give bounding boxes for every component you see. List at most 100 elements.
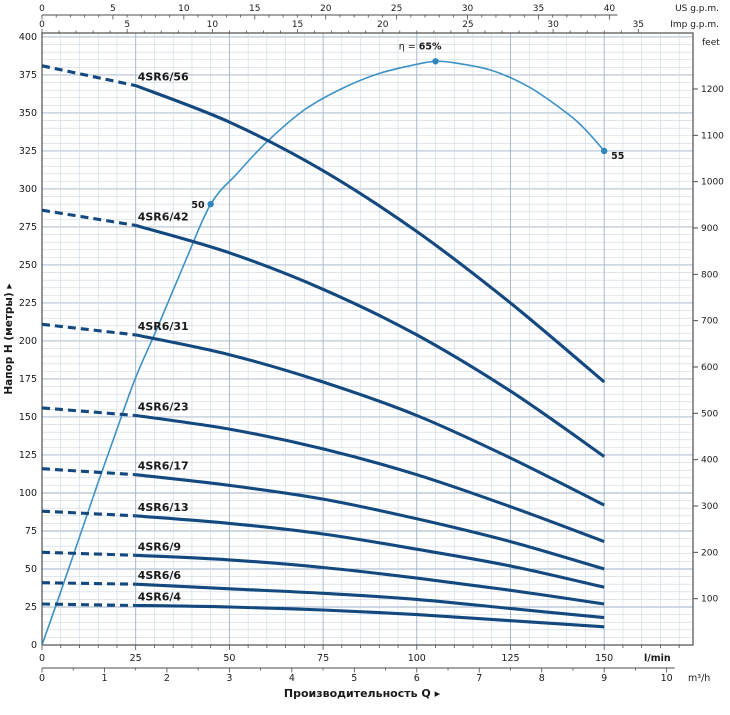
efficiency-marker-dot	[432, 58, 439, 65]
y-left-tick-label: 400	[19, 32, 37, 43]
x-axis-top-imp: 0 5 10 15 20 25 30 35 Imp g.p.m.	[39, 20, 719, 33]
m3h-tick-label: 3	[226, 673, 232, 684]
m3h-tick-label: 10	[661, 673, 673, 684]
x-axis-top-us: 0 5 10 15 20 25 30 35 40 US g.p.m.	[39, 4, 719, 20]
efficiency-marker-label: 55	[611, 151, 624, 162]
y-left-tick-label: 150	[19, 412, 37, 423]
m3h-tick-label: 0	[39, 673, 45, 684]
pump-curve-label-4sr6-4: 4SR6/4	[138, 590, 182, 603]
plot-frame	[41, 32, 694, 646]
y-left-tick-label: 0	[31, 640, 37, 651]
feet-tick-label: 800	[701, 270, 718, 280]
pump-curve-label-4sr6-6: 4SR6/6	[138, 569, 182, 582]
m3h-tick-label: 7	[476, 673, 482, 684]
y-left-tick-label: 350	[19, 108, 37, 119]
feet-tick-label: 300	[701, 502, 718, 512]
pump-curve-4sr6-6	[135, 582, 605, 620]
imp-tick-label: 15	[292, 20, 303, 30]
y-left-tick-label: 50	[25, 564, 37, 575]
lmin-tick-label: 0	[39, 653, 45, 664]
pump-curve-4sr6-4	[135, 603, 605, 629]
feet-tick-label: 600	[701, 363, 718, 373]
imp-unit-label: Imp g.p.m.	[670, 20, 719, 30]
efficiency-marker-label: η = 65%	[399, 41, 442, 52]
us-tick-label: 0	[39, 4, 45, 14]
us-tick-label: 15	[249, 4, 260, 14]
feet-tick-label: 400	[701, 456, 718, 466]
grid	[42, 33, 693, 645]
y-left-tick-label: 225	[19, 298, 37, 309]
us-tick-label: 10	[178, 4, 190, 14]
feet-tick-label: 500	[701, 409, 718, 419]
pump-curve-label-4sr6-13: 4SR6/13	[138, 501, 189, 514]
pump-curve-label-4sr6-17: 4SR6/17	[138, 460, 189, 473]
lmin-tick-label: 50	[223, 653, 235, 664]
pump-curve-dashed-4sr6-4	[41, 602, 136, 608]
efficiency-marker-dot	[207, 200, 214, 208]
pump-curve-label-4sr6-56: 4SR6/56	[138, 71, 189, 84]
feet-tick-label: 700	[701, 317, 718, 327]
feet-tick-label: 1100	[701, 131, 724, 141]
pump-curve-label-4sr6-31: 4SR6/31	[138, 320, 189, 333]
m3h-tick-label: 5	[351, 673, 357, 684]
y-left-tick-label: 200	[19, 336, 37, 347]
pump-curve-4sr6-17	[135, 473, 605, 571]
pump-curve-dashed-4sr6-13	[41, 509, 136, 518]
us-unit-label: US g.p.m.	[675, 4, 719, 14]
m3h-tick-label: 8	[539, 673, 545, 684]
pump-curve-label-4sr6-9: 4SR6/9	[138, 540, 181, 553]
efficiency-marker-dot	[600, 147, 608, 155]
lmin-tick-label: 25	[130, 653, 142, 664]
pump-curve-4sr6-31	[135, 333, 605, 507]
imp-tick-label: 20	[377, 20, 389, 30]
imp-tick-label: 5	[124, 20, 130, 30]
imp-tick-label: 25	[462, 20, 473, 30]
x-axis-bottom-m3h: 0 1 2 3 4 5 6 7 8 9 10 m³/h	[39, 667, 710, 684]
efficiency-marker-label: 50	[191, 200, 205, 211]
m3h-tick-label: 6	[414, 673, 420, 684]
us-tick-label: 25	[391, 4, 402, 14]
y-left-tick-label: 275	[19, 222, 37, 233]
efficiency-curve	[41, 60, 605, 646]
y-left-tick-label: 300	[19, 184, 37, 195]
y-axis-right: 100 200 300 400 500 600 700 800 900 1000 1100 1200 f…	[693, 38, 724, 605]
us-tick-label: 40	[604, 4, 616, 14]
imp-tick-label: 10	[207, 20, 219, 30]
lmin-tick-label: 100	[408, 653, 426, 664]
y-left-tick-label: 250	[19, 260, 37, 271]
us-tick-label: 30	[462, 4, 474, 14]
feet-tick-label: 100	[701, 595, 718, 605]
m3h-tick-label: 2	[164, 673, 170, 684]
y-left-tick-label: 100	[19, 488, 37, 499]
pump-curve-label-4sr6-23: 4SR6/23	[138, 400, 189, 413]
pump-curve-4sr6-9	[135, 553, 605, 606]
lmin-tick-label: 150	[595, 653, 613, 664]
pump-curves: 4SR6/56 4SR6/42 4SR6/31 4SR6/23 4SR6/17 4SR6/…	[41, 64, 606, 629]
pump-curve-dashed-4sr6-23	[41, 406, 136, 418]
pump-curve-dashed-4sr6-17	[41, 467, 136, 477]
y-left-tick-label: 375	[19, 70, 37, 81]
us-tick-label: 20	[320, 4, 332, 14]
x-axis-title: Производительность Q ▸	[284, 687, 441, 700]
pump-curve-4sr6-13	[135, 514, 605, 589]
m3h-tick-label: 1	[101, 673, 107, 684]
pump-curve-4sr6-42	[135, 223, 606, 458]
imp-tick-label: 30	[547, 20, 559, 30]
y-axis-title: Напор H (метры) ▸	[3, 283, 15, 395]
m3h-tick-label: 9	[601, 673, 607, 684]
m3h-tick-label: 4	[289, 673, 295, 684]
pump-curve-dashed-4sr6-56	[41, 64, 137, 88]
us-tick-label: 35	[533, 4, 544, 14]
x-axis-bottom-lmin: 0 25 50 75 100 125 150 l/min	[39, 645, 680, 664]
lmin-tick-label: 125	[501, 653, 519, 664]
y-left-tick-label: 25	[25, 602, 37, 613]
feet-unit-label: feet	[702, 38, 720, 48]
imp-tick-label: 35	[633, 20, 644, 30]
feet-tick-label: 900	[701, 224, 718, 234]
lmin-unit-label: l/min	[644, 653, 671, 664]
lmin-tick-label: 75	[317, 653, 329, 664]
y-left-tick-label: 175	[19, 374, 37, 385]
m3h-unit-label: m³/h	[688, 673, 710, 684]
